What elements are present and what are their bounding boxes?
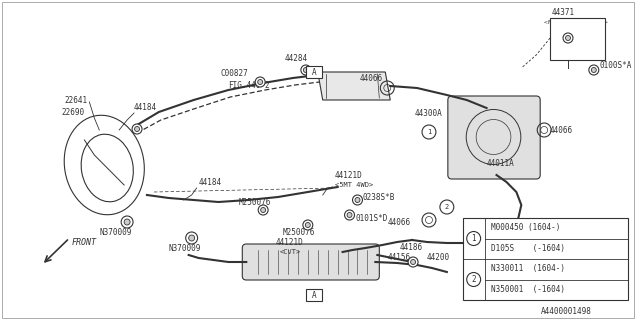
Circle shape <box>255 77 265 87</box>
FancyBboxPatch shape <box>2 2 634 318</box>
FancyBboxPatch shape <box>243 244 380 280</box>
Text: 44121D: 44121D <box>276 237 304 246</box>
Text: 44200: 44200 <box>427 253 450 262</box>
Polygon shape <box>318 72 390 100</box>
Circle shape <box>301 65 311 75</box>
Circle shape <box>563 33 573 43</box>
Text: 44066: 44066 <box>387 218 410 227</box>
Text: 22690: 22690 <box>61 108 84 116</box>
Circle shape <box>347 212 352 218</box>
Circle shape <box>411 260 415 265</box>
Circle shape <box>591 68 596 73</box>
Text: 0238S*B: 0238S*B <box>362 193 395 202</box>
Text: 44066: 44066 <box>360 74 383 83</box>
Circle shape <box>467 231 481 245</box>
Text: 44156: 44156 <box>387 253 410 262</box>
Circle shape <box>344 210 355 220</box>
Text: N370009: N370009 <box>99 228 132 236</box>
Text: 1: 1 <box>427 129 431 135</box>
Circle shape <box>121 216 133 228</box>
Text: 44066: 44066 <box>549 125 572 134</box>
Circle shape <box>589 65 599 75</box>
Circle shape <box>305 222 310 228</box>
Circle shape <box>134 126 140 132</box>
Text: D105S    (-1604): D105S (-1604) <box>490 244 564 253</box>
Text: 1: 1 <box>471 234 476 243</box>
Text: N350001  (-1604): N350001 (-1604) <box>490 285 564 294</box>
Text: 44011A: 44011A <box>486 158 515 167</box>
Text: 44184: 44184 <box>134 102 157 111</box>
Circle shape <box>258 205 268 215</box>
Circle shape <box>467 273 481 286</box>
Text: M000450 (1604-): M000450 (1604-) <box>490 223 560 232</box>
Text: <FOR WITH CUTTER>: <FOR WITH CUTTER> <box>544 20 608 25</box>
Text: 44284: 44284 <box>284 53 307 62</box>
Text: 44121D: 44121D <box>335 171 362 180</box>
Text: FIG.440-2: FIG.440-2 <box>228 81 270 90</box>
Circle shape <box>440 200 454 214</box>
Text: <CVT>: <CVT> <box>280 249 301 255</box>
Text: 44186: 44186 <box>399 243 422 252</box>
Text: N370009: N370009 <box>169 244 201 252</box>
Text: A4400001498: A4400001498 <box>541 308 591 316</box>
Circle shape <box>355 197 360 203</box>
Circle shape <box>303 220 313 230</box>
Circle shape <box>566 36 570 41</box>
Text: FRONT: FRONT <box>72 237 97 246</box>
Circle shape <box>422 125 436 139</box>
FancyBboxPatch shape <box>550 18 605 60</box>
Circle shape <box>260 207 266 212</box>
Text: 44184: 44184 <box>198 178 221 187</box>
FancyBboxPatch shape <box>306 66 322 78</box>
Circle shape <box>189 235 195 241</box>
Text: N330011  (1604-): N330011 (1604-) <box>490 264 564 273</box>
Text: A: A <box>312 68 316 76</box>
Text: <5MT 4WD>: <5MT 4WD> <box>335 182 373 188</box>
Circle shape <box>124 219 130 225</box>
Circle shape <box>258 79 262 84</box>
FancyBboxPatch shape <box>448 96 540 179</box>
Text: 44300A: 44300A <box>415 108 443 117</box>
Text: C00827: C00827 <box>221 68 248 77</box>
Text: 0100S*A: 0100S*A <box>600 60 632 69</box>
Circle shape <box>408 257 418 267</box>
Text: 44371: 44371 <box>552 7 575 17</box>
Text: M250076: M250076 <box>283 228 316 236</box>
Text: 0101S*D: 0101S*D <box>355 213 388 222</box>
FancyBboxPatch shape <box>463 218 628 300</box>
Circle shape <box>186 232 198 244</box>
Text: M250076: M250076 <box>238 197 271 206</box>
Text: 22641: 22641 <box>65 95 88 105</box>
Text: A: A <box>312 291 316 300</box>
FancyBboxPatch shape <box>306 289 322 301</box>
Text: 2: 2 <box>445 204 449 210</box>
Circle shape <box>353 195 362 205</box>
Circle shape <box>303 68 308 73</box>
Circle shape <box>132 124 142 134</box>
Text: 2: 2 <box>471 275 476 284</box>
